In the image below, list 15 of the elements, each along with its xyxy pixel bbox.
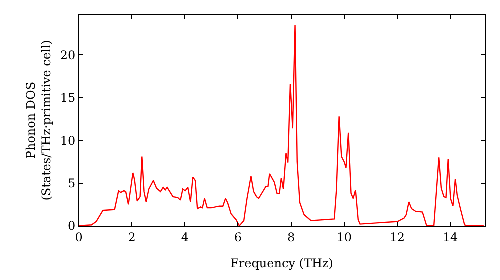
y-tick-label: 15 xyxy=(60,91,76,106)
x-tick-label: 8 xyxy=(287,230,296,244)
y-tick-label: 5 xyxy=(68,176,76,190)
line-series xyxy=(79,24,485,226)
x-tick-label: 6 xyxy=(234,230,242,244)
y-axis-title: Phonon DOS (States/THz·primitive cell) xyxy=(24,40,54,201)
x-tick-label: 12 xyxy=(390,230,406,244)
y-tick-label: 20 xyxy=(60,48,76,62)
y-tick-label: 0 xyxy=(68,219,76,234)
x-tick-label: 14 xyxy=(442,230,458,244)
x-tick-label: 10 xyxy=(336,230,352,244)
x-tick-label: 4 xyxy=(181,230,190,244)
x-axis-title: Frequency (THz) xyxy=(230,256,334,270)
y-tick-label: 10 xyxy=(60,134,76,148)
x-tick-label: 2 xyxy=(128,230,136,244)
